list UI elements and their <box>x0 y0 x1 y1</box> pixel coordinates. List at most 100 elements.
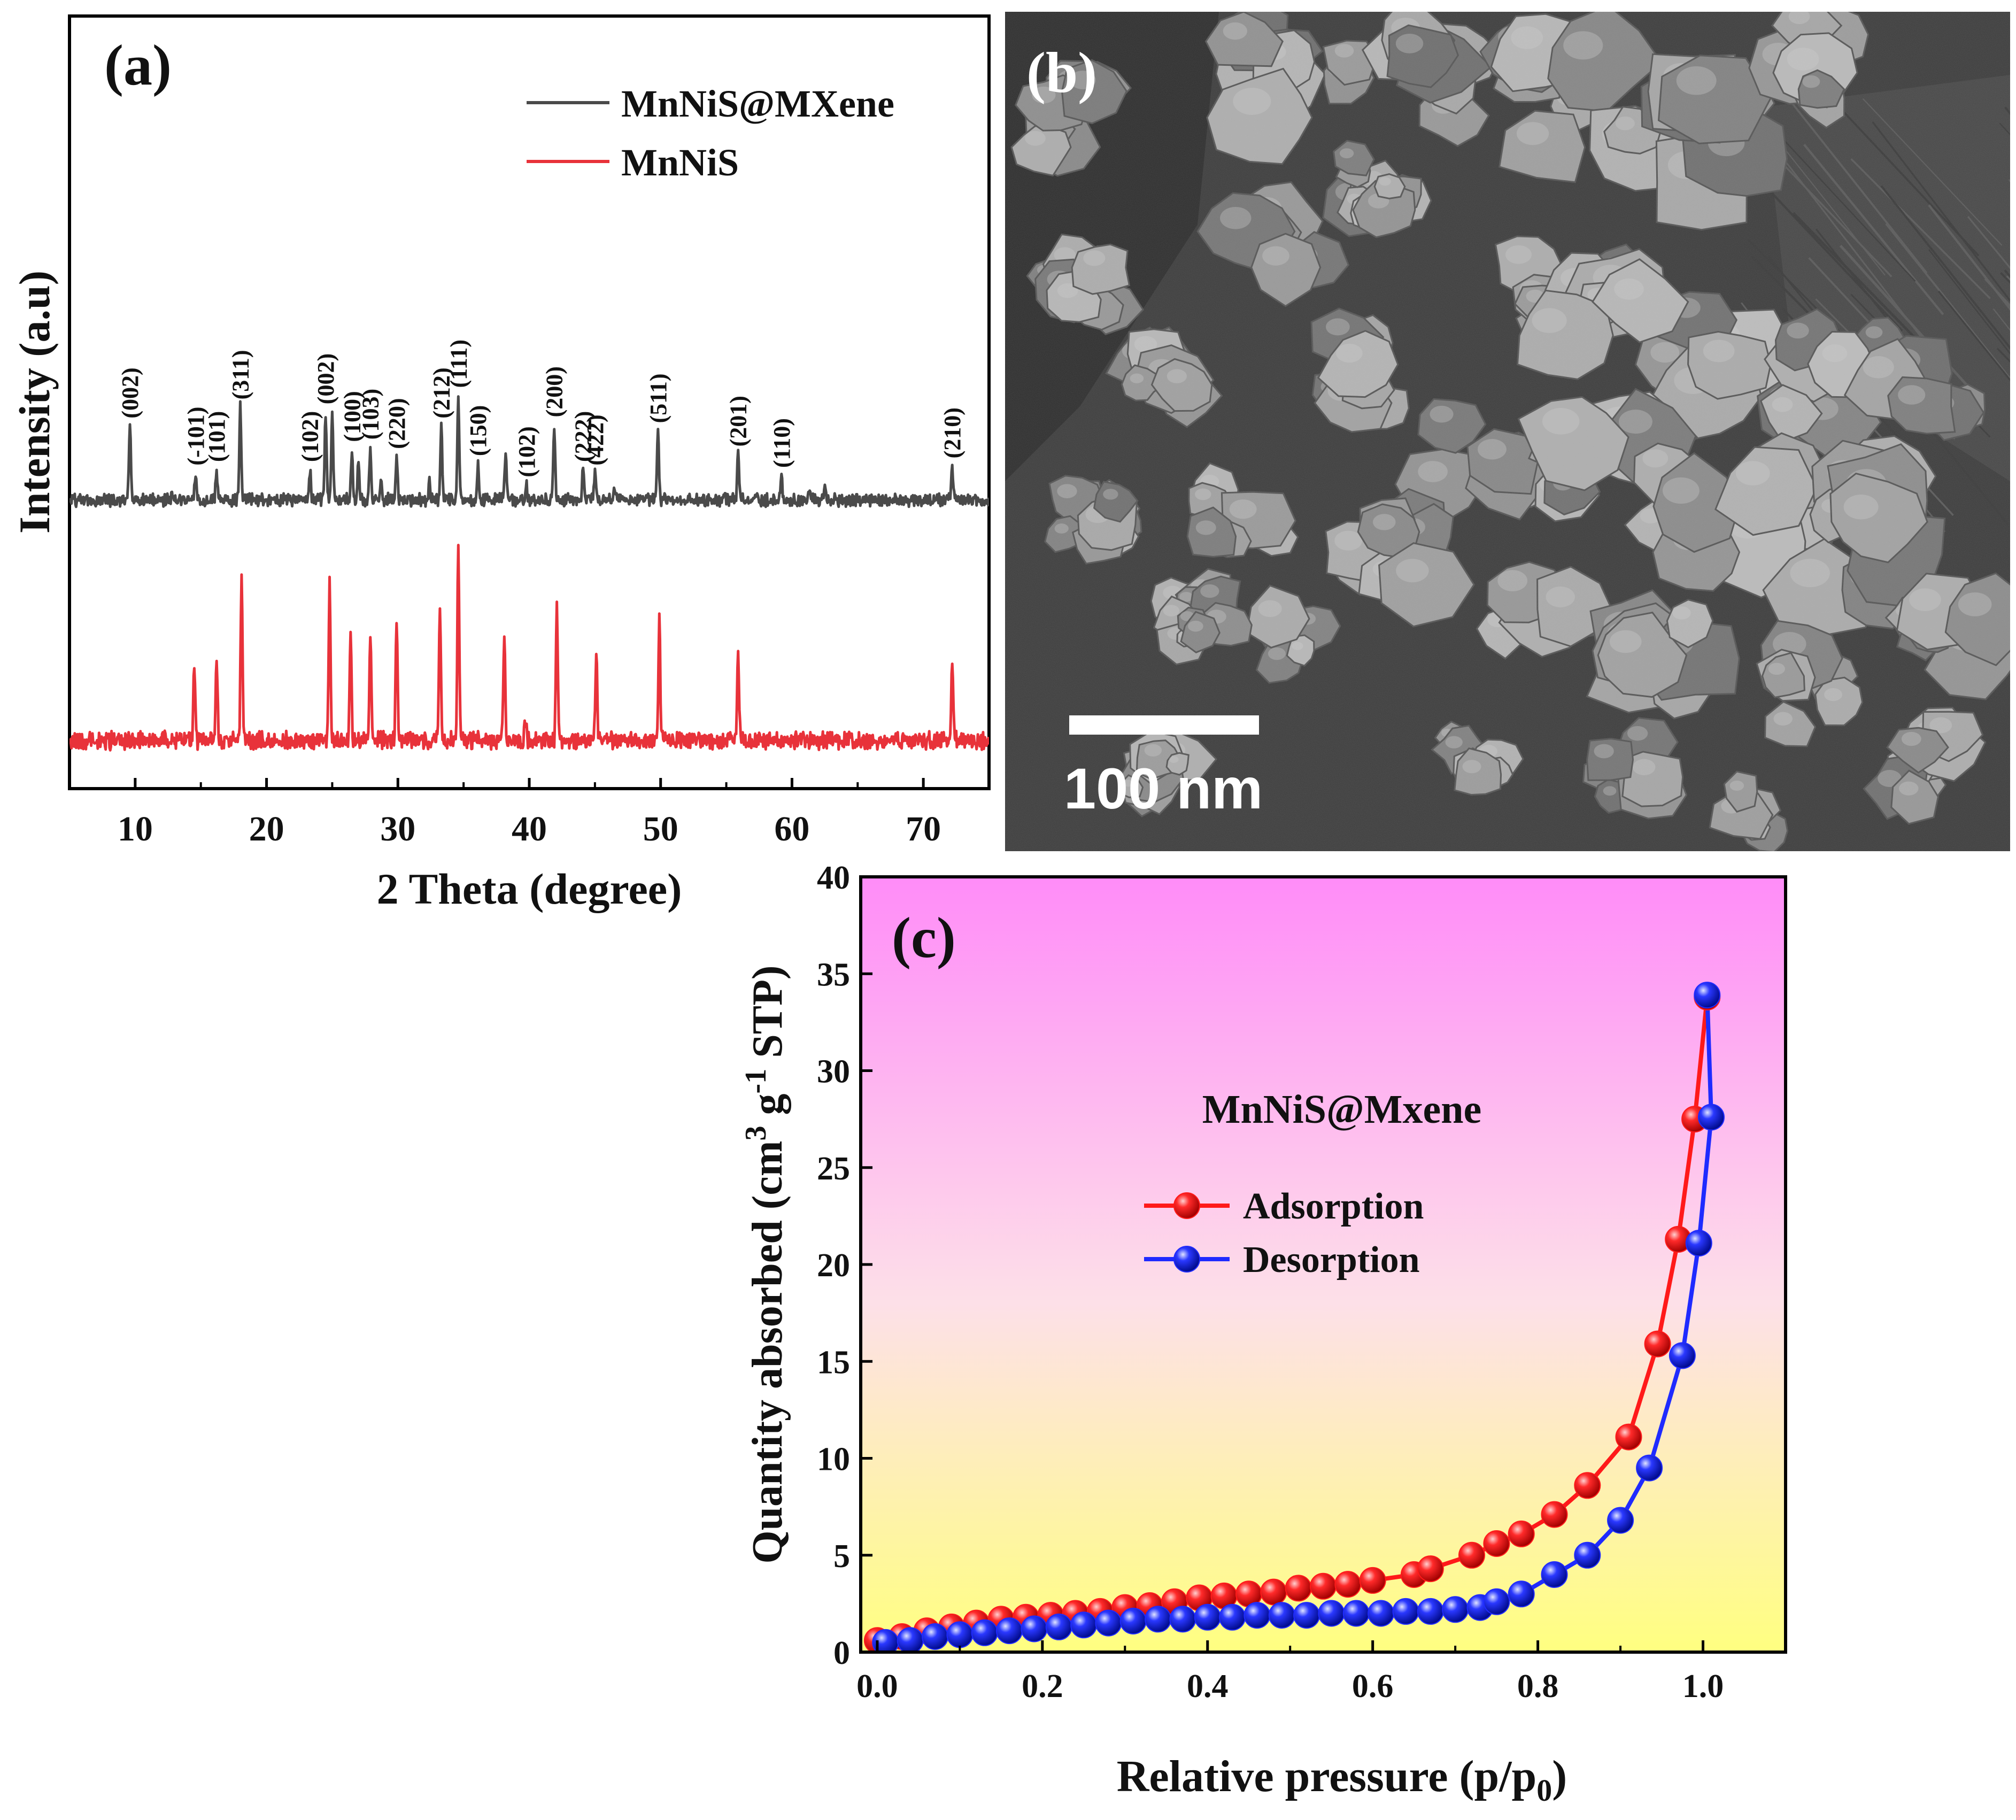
bet-point-desorption <box>1574 1541 1601 1569</box>
bet-point-desorption <box>897 1627 924 1652</box>
bet-point-adsorption <box>1285 1575 1312 1602</box>
xrd-x-tick-label: 30 <box>380 809 415 849</box>
bet-point-desorption <box>1194 1603 1221 1631</box>
bet-point-desorption <box>1318 1600 1345 1627</box>
bet-point-adsorption <box>1574 1472 1601 1499</box>
bet-point-desorption <box>1669 1342 1696 1369</box>
panel-a-label: (a) <box>104 34 172 97</box>
xrd-peak-label: (311) <box>227 350 253 400</box>
xrd-peak-label: (111) <box>445 340 472 388</box>
xrd-series-line-mnnis-mxene <box>69 395 989 508</box>
xrd-x-tick-label: 70 <box>906 809 941 849</box>
bet-x-tick-label: 0.2 <box>1022 1668 1063 1705</box>
bet-chart-title: MnNiS@Mxene <box>1202 1087 1481 1132</box>
bet-x-tick-label: 1.0 <box>1682 1668 1724 1705</box>
xrd-y-axis-label: Intensity (a.u) <box>10 271 59 534</box>
bet-point-desorption <box>1508 1580 1535 1608</box>
bet-point-desorption <box>1636 1454 1663 1482</box>
bet-point-desorption <box>1243 1602 1271 1629</box>
bet-point-desorption <box>1694 982 1721 1009</box>
xrd-plot-frame <box>68 14 991 790</box>
bet-point-desorption <box>1483 1588 1510 1615</box>
bet-x-tick-label: 0.6 <box>1352 1668 1394 1705</box>
bet-point-desorption <box>1342 1600 1370 1627</box>
bet-point-adsorption <box>1260 1578 1287 1606</box>
bet-legend-swatch-marker <box>1173 1246 1200 1273</box>
bet-y-tick-label: 15 <box>817 1344 850 1381</box>
bet-point-desorption <box>1293 1602 1320 1629</box>
bet-point-desorption <box>1392 1598 1419 1625</box>
bet-point-desorption <box>996 1617 1023 1645</box>
xrd-peak-label: (150) <box>465 405 491 456</box>
bet-x-tick-label: 0.8 <box>1517 1668 1559 1705</box>
bet-point-adsorption <box>1458 1541 1485 1569</box>
xrd-peak-label: (103) <box>358 389 384 439</box>
xrd-peak-label: (210) <box>939 407 965 458</box>
bet-y-tick-label: 10 <box>817 1441 850 1478</box>
bet-point-desorption <box>1268 1602 1295 1629</box>
bet-point-desorption <box>971 1619 998 1646</box>
bet-point-desorption <box>1145 1606 1172 1633</box>
bet-y-tick-label: 5 <box>833 1538 850 1575</box>
xrd-peak-label: (220) <box>384 398 410 449</box>
bet-point-adsorption <box>1310 1572 1337 1600</box>
bet-point-desorption <box>1070 1611 1098 1639</box>
bet-legend-label: Adsorption <box>1243 1186 1424 1227</box>
bet-x-tick-label: 0.4 <box>1187 1668 1229 1705</box>
bet-point-desorption <box>1607 1507 1634 1534</box>
xrd-x-tick-label: 60 <box>774 809 809 849</box>
xrd-peak-label: (-101) <box>183 407 209 466</box>
bet-point-desorption <box>1417 1598 1444 1625</box>
bet-point-desorption <box>946 1621 974 1648</box>
xrd-peak-label: (100) <box>339 391 365 442</box>
xrd-chart: (002)(-101)(101)(311)(102)(002)(100)(103… <box>10 14 991 913</box>
bet-point-desorption <box>1368 1600 1395 1627</box>
bet-y-axis-label: Quantity absorbed (cm3 g-1 STP) <box>739 965 791 1563</box>
bet-point-adsorption <box>1615 1423 1642 1451</box>
bet-point-desorption <box>1685 1230 1712 1257</box>
xrd-x-tick-label: 20 <box>249 809 284 849</box>
xrd-peak-label: (101) <box>204 411 230 462</box>
bet-point-adsorption <box>1359 1567 1386 1594</box>
xrd-peak-label: (422) <box>582 414 608 465</box>
panel-c-label: (c) <box>892 906 956 970</box>
bet-x-tick-label: 0.0 <box>856 1668 898 1705</box>
sem-scalebar-label: 100 nm <box>1064 756 1263 821</box>
xrd-peak-label: (222) <box>570 411 597 462</box>
xrd-x-tick-label: 10 <box>118 809 153 849</box>
xrd-legend: MnNiS@MXene MnNiS <box>527 82 894 184</box>
bet-legend-swatch-marker <box>1173 1192 1200 1219</box>
bet-x-axis-label: Relative pressure (p/p0) <box>1117 1752 1567 1808</box>
bet-point-desorption <box>1169 1606 1196 1633</box>
xrd-peak-label: (002) <box>313 353 339 404</box>
xrd-peak-label: (200) <box>542 366 568 417</box>
xrd-legend-label: MnNiS <box>621 141 739 184</box>
bet-point-desorption <box>1219 1603 1246 1631</box>
bet-point-adsorption <box>1644 1330 1671 1358</box>
bet-legend-label: Desorption <box>1243 1239 1420 1281</box>
xrd-peak-label: (212) <box>428 367 454 418</box>
bet-y-tick-label: 40 <box>817 860 850 896</box>
xrd-peak-label: (511) <box>645 374 671 423</box>
bet-point-desorption <box>1021 1615 1048 1642</box>
xrd-series-line-mnnis <box>69 544 989 752</box>
bet-y-tick-label: 20 <box>817 1247 850 1284</box>
xrd-x-tick-label: 50 <box>643 809 678 849</box>
sem-micrograph: (b) 100 nm <box>1005 12 2010 851</box>
bet-y-tick-label: 30 <box>817 1054 850 1090</box>
bet-point-adsorption <box>1483 1530 1510 1557</box>
bet-y-tick-label: 25 <box>817 1151 850 1187</box>
bet-point-adsorption <box>1334 1571 1362 1598</box>
xrd-peak-label: (102) <box>297 411 323 462</box>
bet-point-desorption <box>1698 1104 1725 1131</box>
xrd-peak-label: (002) <box>117 367 143 418</box>
bet-point-desorption <box>1095 1609 1122 1637</box>
bet-point-adsorption <box>1417 1555 1444 1583</box>
xrd-legend-label: MnNiS@MXene <box>621 82 894 125</box>
bet-point-adsorption <box>1541 1501 1568 1528</box>
bet-point-desorption <box>1442 1596 1469 1623</box>
xrd-peak-label: (102) <box>514 426 540 477</box>
bet-point-desorption <box>922 1623 948 1650</box>
